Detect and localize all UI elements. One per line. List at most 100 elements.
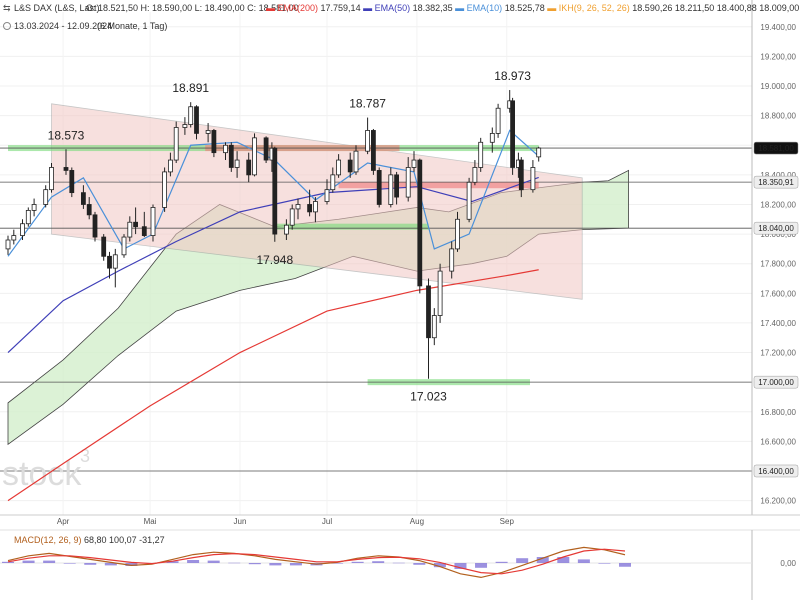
macd-histogram-bar xyxy=(2,561,14,563)
price-label-text: 18.581,00 xyxy=(758,144,794,153)
candle-body xyxy=(63,167,69,171)
macd-histogram-bar xyxy=(536,557,549,563)
candle-body xyxy=(228,144,234,168)
svg-text:3: 3 xyxy=(80,446,90,466)
stock3-watermark-logo: stock 3 xyxy=(2,446,90,493)
y-tick-label: 17.400,00 xyxy=(760,319,796,328)
candle-body xyxy=(312,201,318,213)
price-annotation: 17.023 xyxy=(410,390,447,404)
price-labels: 18.581,00 18.350,91 18.040,00 17.000,00 16.4… xyxy=(753,141,799,478)
instrument-icon: ⇆ xyxy=(3,3,11,13)
indicator-swatch: ▬ xyxy=(363,3,375,13)
chart-header: ⇆ L&S DAX (L&S, Last) O: 18.521,50 H: 18… xyxy=(3,3,800,31)
candle-body xyxy=(289,208,295,226)
macd-histogram-bar xyxy=(454,563,467,569)
ma-line xyxy=(7,269,539,502)
y-tick-label: 18.800,00 xyxy=(760,112,796,121)
candle-body xyxy=(167,159,173,173)
ma-line xyxy=(7,176,539,353)
candle-body xyxy=(324,189,330,202)
candle-body xyxy=(437,270,443,316)
macd-histogram-bar xyxy=(43,560,56,563)
x-axis-ticks: Apr Mai Jun Jul Aug Sep xyxy=(57,517,515,526)
candle-body xyxy=(495,107,501,134)
candle-body xyxy=(370,130,376,171)
price-label-box xyxy=(753,221,799,235)
macd-values: 68,80 100,07 -31,27 xyxy=(84,535,165,545)
candle-body xyxy=(431,315,437,339)
candle-body xyxy=(295,204,301,210)
candle-body xyxy=(188,106,194,125)
price-label-text: 17.000,00 xyxy=(758,378,794,387)
macd-histogram-bar xyxy=(84,563,97,565)
y-tick-label: 16.800,00 xyxy=(760,408,796,417)
macd-histogram-bar xyxy=(63,563,76,564)
y-tick-label: 18.200,00 xyxy=(760,200,796,209)
candle-body xyxy=(246,159,252,176)
candle-body xyxy=(211,130,217,154)
macd-histogram-bar xyxy=(207,560,220,563)
candle-body xyxy=(11,235,17,241)
macd-histogram-bar xyxy=(577,559,590,563)
horizontal-price-lines xyxy=(0,147,752,472)
x-tick-label: Apr xyxy=(57,517,70,526)
candle-body xyxy=(107,255,112,269)
y-tick-label: 17.800,00 xyxy=(760,260,796,269)
y-tick-label: 18.400,00 xyxy=(760,171,796,180)
macd-histogram-bar xyxy=(351,561,364,563)
resistance-zone xyxy=(338,182,539,189)
macd-histogram-bar xyxy=(248,563,261,565)
candle-body xyxy=(272,147,278,235)
candle-body xyxy=(150,207,156,236)
candle-body xyxy=(205,130,211,134)
candle-body xyxy=(478,141,484,168)
candle-body xyxy=(466,181,472,220)
candle-body xyxy=(127,221,133,238)
candle-body xyxy=(530,167,536,191)
macd-histogram-bar xyxy=(557,557,570,563)
candle-body xyxy=(394,174,400,198)
indicator-swatch: ▬ xyxy=(266,3,278,13)
candle-body xyxy=(20,223,25,236)
candle-body xyxy=(5,239,11,250)
y-tick-label: 17.600,00 xyxy=(760,289,796,298)
candle-body xyxy=(347,159,353,173)
price-annotation: 18.573 xyxy=(48,128,85,142)
indicator-name: IKH(9, 26, 52, 26) xyxy=(559,3,633,13)
candle-body xyxy=(162,171,168,208)
price-annotations: 18.573 18.891 18.787 17.948 17.023 18.973 xyxy=(48,69,532,404)
macd-histogram-bar xyxy=(331,563,344,564)
candle-body xyxy=(31,204,37,211)
macd-line xyxy=(7,546,626,579)
price-label-box xyxy=(753,175,799,189)
candle-body xyxy=(133,221,139,228)
clock-icon xyxy=(3,22,11,30)
x-tick-label: Mai xyxy=(144,517,157,526)
candle-body xyxy=(336,159,342,176)
candle-body xyxy=(330,174,336,191)
candle-body xyxy=(489,133,495,143)
x-tick-label: Jul xyxy=(322,517,332,526)
indicator-swatch: ▬ xyxy=(547,3,559,13)
instrument-title: L&S DAX (L&S, Last) xyxy=(14,3,100,13)
candle-body xyxy=(455,218,460,250)
candle-body xyxy=(49,167,54,191)
x-tick-label: Sep xyxy=(500,517,515,526)
macd-y-tick: 0,00 xyxy=(780,559,796,568)
quote-l: L: 18.490,00 xyxy=(195,3,248,13)
quote-c: C: 18.581,00 xyxy=(247,3,299,13)
macd-histogram-bar xyxy=(289,563,302,566)
indicator-name: EMA(50) xyxy=(375,3,413,13)
candle-body xyxy=(173,127,179,161)
macd-histogram-bar xyxy=(598,563,611,564)
macd-histogram-bar xyxy=(495,561,508,563)
candle-body xyxy=(101,236,107,257)
chart-period-note: (6 Monate, 1 Tag) xyxy=(97,21,167,31)
macd-histogram-bar xyxy=(125,563,138,566)
price-label-box xyxy=(753,141,799,155)
macd-histogram-bar xyxy=(228,562,241,564)
price-label-text: 18.040,00 xyxy=(758,224,794,233)
price-annotation: 17.948 xyxy=(256,253,293,267)
x-tick-label: Aug xyxy=(410,517,424,526)
